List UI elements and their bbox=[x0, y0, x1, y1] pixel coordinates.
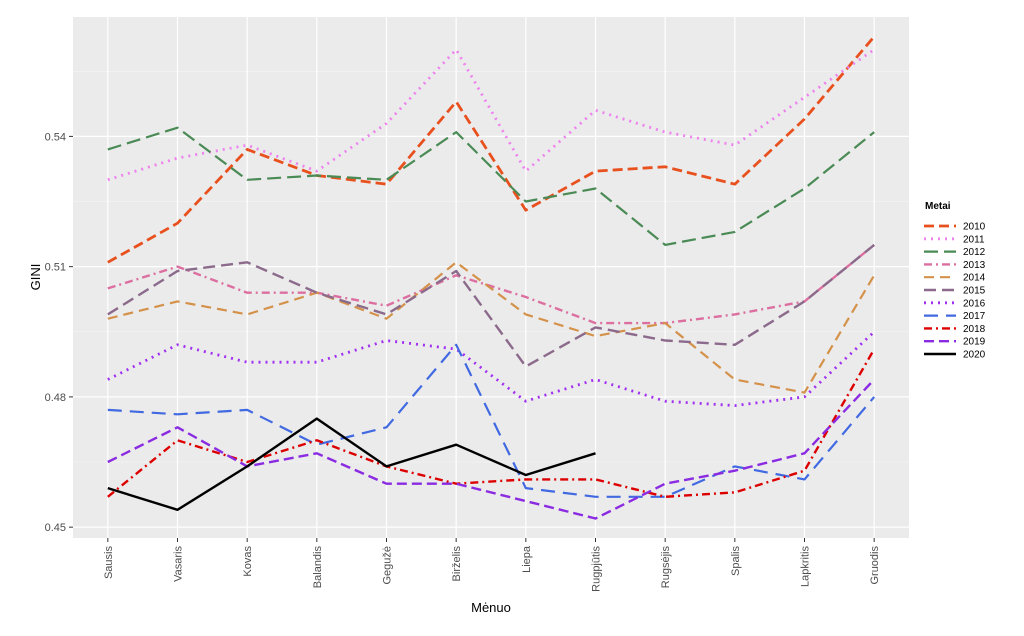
legend-label-2014: 2014 bbox=[963, 273, 986, 284]
y-axis-title: GINI bbox=[28, 264, 43, 291]
x-tick-label: Rugpjūtis bbox=[591, 546, 603, 592]
x-tick-label: Balandis bbox=[312, 546, 324, 589]
x-tick-label: Sausis bbox=[103, 546, 115, 580]
grid-minor bbox=[73, 70, 909, 463]
legend-box bbox=[917, 193, 999, 365]
legend-label-2017: 2017 bbox=[963, 311, 986, 322]
x-axis: Sausis Vasaris Kovas Balandis Gegužė Birželis… bbox=[103, 538, 881, 592]
legend: Metai 2010201120122013201420152016201720… bbox=[917, 193, 999, 365]
series-line-2020 bbox=[107, 417, 596, 511]
x-tick-label: Gruodis bbox=[869, 546, 881, 585]
y-tick-label: 0.51 bbox=[45, 262, 66, 274]
legend-label-2012: 2012 bbox=[963, 247, 986, 258]
legend-label-2013: 2013 bbox=[963, 260, 986, 271]
x-tick-label: Gegužė bbox=[382, 546, 394, 585]
legend-label-2010: 2010 bbox=[963, 222, 986, 233]
x-tick-label: Spalis bbox=[730, 546, 742, 576]
x-tick-label: Rugsėjis bbox=[660, 546, 672, 589]
y-tick-label: 0.48 bbox=[45, 392, 66, 404]
series-line-2010 bbox=[107, 35, 876, 264]
y-tick-label: 0.45 bbox=[45, 522, 66, 534]
series-line-2013 bbox=[107, 243, 875, 325]
legend-title: Metai bbox=[925, 201, 951, 212]
series-line-2019 bbox=[107, 378, 876, 520]
y-axis: 0.45 0.48 0.51 0.54 bbox=[45, 131, 73, 534]
series-lines bbox=[107, 35, 876, 520]
x-tick-label: Kovas bbox=[242, 546, 254, 577]
grid-major bbox=[73, 17, 909, 538]
series-line-2018 bbox=[107, 348, 876, 498]
x-tick-label: Birželis bbox=[451, 546, 463, 582]
x-axis-title: Mėnuo bbox=[471, 600, 511, 615]
series-line-2012 bbox=[107, 126, 875, 246]
y-tick-label: 0.54 bbox=[45, 131, 66, 143]
x-tick-label: Vasaris bbox=[173, 546, 185, 582]
series-line-2014 bbox=[107, 261, 876, 394]
legend-label-2020: 2020 bbox=[963, 350, 986, 361]
x-tick-label: Liepa bbox=[521, 545, 533, 573]
legend-label-2016: 2016 bbox=[963, 298, 986, 309]
series-line-2015 bbox=[107, 243, 875, 368]
legend-label-2015: 2015 bbox=[963, 286, 986, 297]
legend-label-2019: 2019 bbox=[963, 337, 986, 348]
x-tick-label: Lapkritis bbox=[800, 546, 812, 587]
legend-label-2018: 2018 bbox=[963, 324, 986, 335]
legend-label-2011: 2011 bbox=[963, 234, 985, 245]
